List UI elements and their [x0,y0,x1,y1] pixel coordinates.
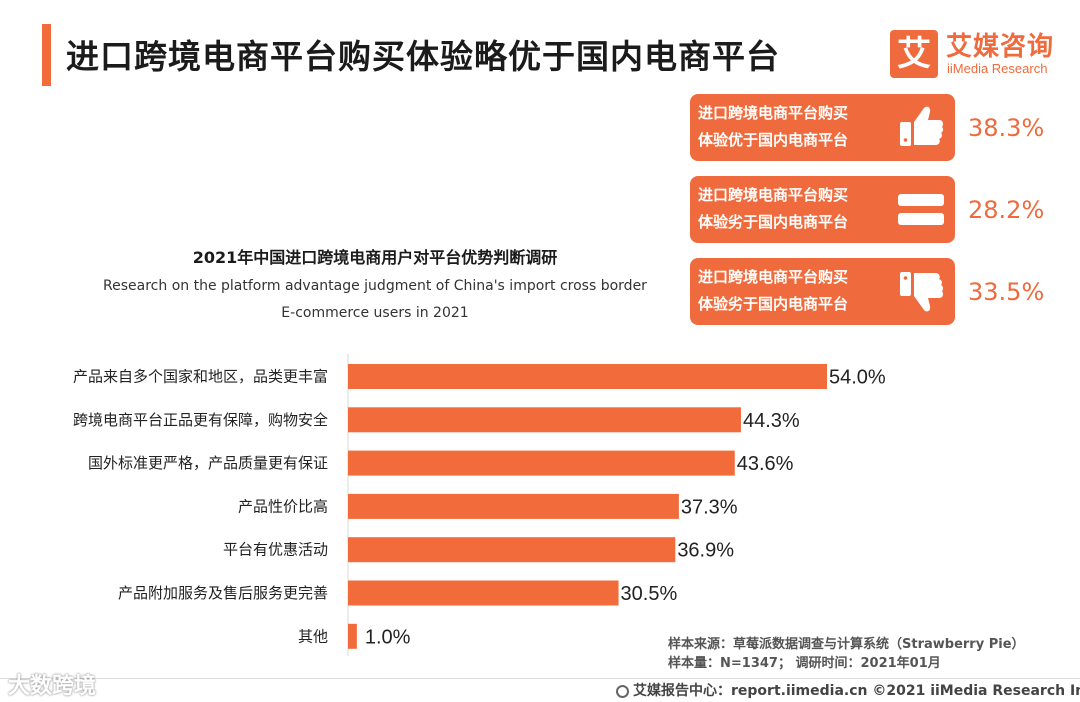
equals-icon [898,194,944,225]
chart-subtitle-line1: Research on the platform advantage judgm… [103,278,647,294]
category-label: 产品来自多个国家和地区，品类更丰富 [73,368,328,386]
summary-label-line1: 进口跨境电商平台购买 [698,268,849,286]
category-label: 平台有优惠活动 [223,541,328,559]
category-label: 其他 [298,627,328,645]
footer-copyright-text: 艾媒报告中心：report.iimedia.cn ©2021 iiMedia R… [633,683,1080,699]
title-accent-bar [42,24,51,86]
bar [348,623,357,649]
summary-card-better: 进口跨境电商平台购买 体验优于国内电商平台 [690,94,955,161]
bar [348,537,676,563]
summary-value-same: 28.2% [968,196,1045,224]
data-label: 43.6% [737,453,794,475]
chart-subtitle-line2: E-commerce users in 2021 [281,305,469,321]
thumbs-up-icon [900,106,944,146]
bar [348,450,735,476]
footer-source: 样本来源：草莓派数据调查与计算系统（Strawberry Pie） [668,637,1025,652]
data-label: 1.0% [365,626,411,648]
logo-mark: 艾 [890,30,938,78]
category-label: 产品性价比高 [238,497,328,515]
category-label: 国外标准更严格，产品质量更有保证 [88,454,328,472]
summary-label-line1: 进口跨境电商平台购买 [698,104,849,122]
footer-copyright: 艾媒报告中心：report.iimedia.cn ©2021 iiMedia R… [616,680,1080,700]
summary-label-line1: 进口跨境电商平台购买 [698,186,849,204]
summary-value-worse: 33.5% [968,278,1045,306]
thumbs-down-icon [900,272,944,312]
summary-card-worse: 进口跨境电商平台购买 体验劣于国内电商平台 [690,258,955,325]
summary-label-line2: 体验优于国内电商平台 [698,131,849,149]
data-label: 36.9% [677,540,734,562]
category-label: 跨境电商平台正品更有保障，购物安全 [73,411,328,429]
summary-value-better: 38.3% [968,114,1045,142]
chart-title: 2021年中国进口跨境电商用户对平台优势判断调研 [192,248,558,267]
category-label: 产品附加服务及售后服务更完善 [118,584,328,602]
logo-cn-text: 艾媒咨询 [946,32,1055,62]
watermark-text: 大数跨境 [8,674,97,699]
bar [348,580,619,606]
logo-en-text: iiMedia Research [947,61,1048,76]
data-label: 54.0% [829,367,886,389]
footer-divider [0,678,1080,679]
bar [348,407,741,433]
globe-icon [616,685,629,698]
bar [348,493,679,519]
data-label: 30.5% [621,583,678,605]
iimedia-logo: 艾 艾媒咨询 iiMedia Research [890,30,1070,82]
data-label: 37.3% [681,496,738,518]
summary-label-line2: 体验劣于国内电商平台 [698,295,849,313]
summary-card-same: 进口跨境电商平台购买 体验劣于国内电商平台 [690,176,955,243]
summary-label-line2: 体验劣于国内电商平台 [698,213,849,231]
bar-chart: 产品来自多个国家和地区，品类更丰富 54.0% 跨境电商平台正品更有保障，购物安全 4… [73,354,886,656]
footer-sample: 样本量：N=1347； 调研时间：2021年01月 [668,656,941,671]
data-label: 44.3% [743,410,800,432]
bar [348,364,827,389]
page-title: 进口跨境电商平台购买体验略优于国内电商平台 [66,37,780,76]
